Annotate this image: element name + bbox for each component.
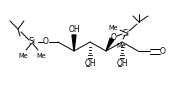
Polygon shape bbox=[106, 38, 114, 51]
Text: O: O bbox=[43, 37, 49, 46]
Text: Si: Si bbox=[122, 28, 130, 37]
Text: Me: Me bbox=[108, 25, 118, 31]
Text: OH: OH bbox=[68, 26, 80, 35]
Text: O: O bbox=[111, 32, 117, 41]
Text: Si: Si bbox=[28, 37, 35, 46]
Text: OH: OH bbox=[84, 58, 96, 67]
Polygon shape bbox=[72, 35, 76, 51]
Text: Me: Me bbox=[18, 53, 28, 59]
Text: Me: Me bbox=[36, 53, 46, 59]
Text: O: O bbox=[160, 46, 166, 56]
Text: OH: OH bbox=[116, 58, 128, 67]
Text: Me: Me bbox=[116, 43, 126, 49]
